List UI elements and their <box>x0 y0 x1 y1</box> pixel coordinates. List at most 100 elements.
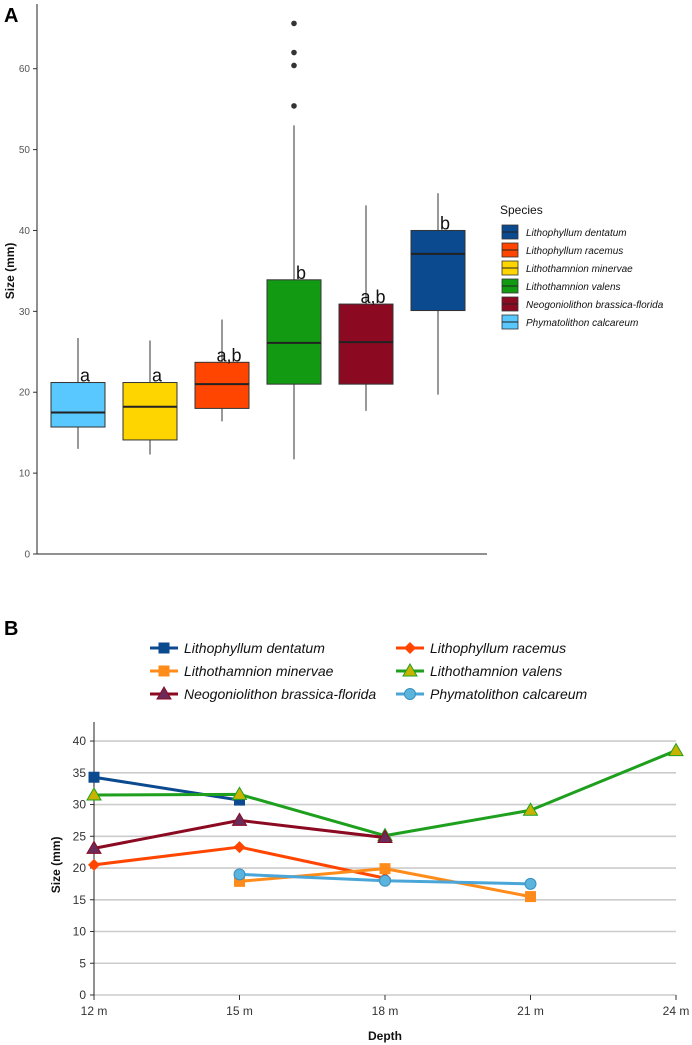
legend-marker <box>158 665 170 677</box>
panel-a-letter: A <box>4 5 18 27</box>
data-point <box>233 841 246 854</box>
legend-item: Lithophyllum dentatum <box>150 640 325 656</box>
x-tick-label: 21 m <box>517 1004 544 1018</box>
data-point <box>234 794 245 806</box>
data-point <box>379 874 391 887</box>
legend-label: Phymatolithon calcareum <box>526 318 638 329</box>
legend-item: Phymatolithon calcareum <box>501 314 638 330</box>
legend-label: Lithothamnion minervae <box>526 264 633 275</box>
legend-label: Lithophyllum dentatum <box>184 640 325 656</box>
significance-label: b <box>296 263 306 283</box>
data-point <box>525 891 536 903</box>
panel-b-letter: B <box>4 618 18 640</box>
box-body <box>266 279 322 385</box>
series-phymatolithon-calcareum <box>233 868 537 890</box>
data-point <box>377 829 393 844</box>
x-tick-label: 24 m <box>663 1004 690 1018</box>
legend-label: Neogoniolithon brassica-florida <box>526 300 664 311</box>
legend-marker <box>156 686 172 700</box>
legend-label: Lithophyllum racemus <box>430 640 566 656</box>
series-neogoniolithon-brassica-florida <box>86 812 393 854</box>
box-phymatolithon-calcareum: a <box>50 338 106 449</box>
legend-marker <box>402 663 418 677</box>
data-point <box>522 802 539 816</box>
legend-marker <box>158 642 170 654</box>
y-tick-label: 15 <box>73 893 87 907</box>
y-tick-label: 60 <box>19 64 31 75</box>
legend-label: Phymatolithon calcareum <box>430 686 588 702</box>
y-tick-label: 25 <box>73 829 87 843</box>
data-point <box>379 863 391 875</box>
data-point <box>524 877 537 890</box>
box-body <box>122 382 178 441</box>
legend-marker <box>404 688 416 700</box>
legend-item: Lithothamnion valens <box>501 278 621 294</box>
legend-item: Lithothamnion minervae <box>150 663 334 679</box>
panel-a-boxes: a a a,b b a,b b <box>50 20 466 460</box>
y-tick-label: 10 <box>19 469 31 480</box>
legend-item: Lithothamnion minervae <box>501 260 633 276</box>
box-body <box>338 303 394 385</box>
box-lithothamnion-minervae: a <box>122 340 178 455</box>
y-tick-label: 10 <box>73 925 87 939</box>
outlier-point <box>291 20 297 27</box>
legend-item: Lithophyllum racemus <box>501 242 623 258</box>
legend-marker <box>404 642 416 654</box>
legend-item: Neogoniolithon brassica-florida <box>150 686 376 702</box>
data-point <box>234 875 245 887</box>
y-tick-label: 0 <box>79 988 86 1002</box>
significance-label: a,b <box>360 287 385 307</box>
significance-label: a <box>152 366 163 386</box>
legend-label: Lithothamnion valens <box>430 663 562 679</box>
series-line <box>93 749 677 838</box>
outlier-point <box>291 103 297 109</box>
legend-item: Lithophyllum racemus <box>396 640 566 656</box>
significance-label: a,b <box>216 345 241 365</box>
y-tick-label: 40 <box>19 226 31 237</box>
box-body <box>194 361 250 409</box>
panel-a-legend: Species Lithophyllum dentatum Lithophyllu… <box>500 203 664 330</box>
panel-a-boxplot: A Size (mm) 0 10 20 30 40 50 60 a a a,b b a,b b Spe… <box>3 4 664 561</box>
data-point <box>88 771 100 783</box>
y-tick-label: 30 <box>19 307 31 318</box>
significance-label: a <box>80 366 91 386</box>
panel-b-series <box>86 742 684 903</box>
legend-item: Lithophyllum dentatum <box>501 224 627 240</box>
legend-label: Lithophyllum dentatum <box>526 228 627 239</box>
data-point <box>88 858 100 871</box>
series-lithothamnion-valens <box>86 742 684 842</box>
y-tick-label: 5 <box>79 956 86 970</box>
outlier-point <box>291 49 297 56</box>
legend-label: Lithothamnion valens <box>526 282 621 293</box>
panel-a-y-ticks: 0 10 20 30 40 50 60 <box>19 64 37 561</box>
y-tick-label: 35 <box>73 766 87 780</box>
box-body <box>410 229 466 312</box>
outlier-point <box>291 62 297 69</box>
legend-label: Lithophyllum racemus <box>526 246 623 257</box>
x-tick-label: 12 m <box>81 1004 108 1018</box>
legend-item: Lithothamnion valens <box>396 663 562 679</box>
panel-a-legend-title: Species <box>500 203 543 217</box>
legend-item: Phymatolithon calcareum <box>396 686 588 702</box>
series-lithophyllum-dentatum <box>88 771 245 806</box>
significance-label: b <box>440 213 450 233</box>
panel-a-y-axis-title: Size (mm) <box>3 243 17 300</box>
legend-item: Neogoniolithon brassica-florida <box>501 296 664 312</box>
data-point <box>231 786 248 800</box>
data-point <box>86 787 102 801</box>
y-tick-label: 20 <box>19 388 31 399</box>
box-lithothamnion-valens: b <box>266 20 322 460</box>
data-point <box>86 840 102 854</box>
x-tick-label: 18 m <box>372 1004 399 1018</box>
y-tick-label: 30 <box>73 798 87 812</box>
box-neogoniolithon-brassica-florida: a,b <box>338 205 394 411</box>
panel-b-linechart: B Lithophyllum dentatum Lithophyllum race… <box>4 618 689 1043</box>
legend-label: Lithothamnion minervae <box>184 663 334 679</box>
box-lithophyllum-dentatum: b <box>410 193 466 395</box>
legend-label: Neogoniolithon brassica-florida <box>184 686 376 702</box>
box-body <box>50 382 106 428</box>
panel-b-y-ticks: 0 5 10 15 20 25 30 35 40 <box>73 734 94 1002</box>
y-tick-label: 50 <box>19 145 31 156</box>
panel-b-x-ticks: 12 m 15 m 18 m 21 m 24 m <box>81 995 690 1018</box>
